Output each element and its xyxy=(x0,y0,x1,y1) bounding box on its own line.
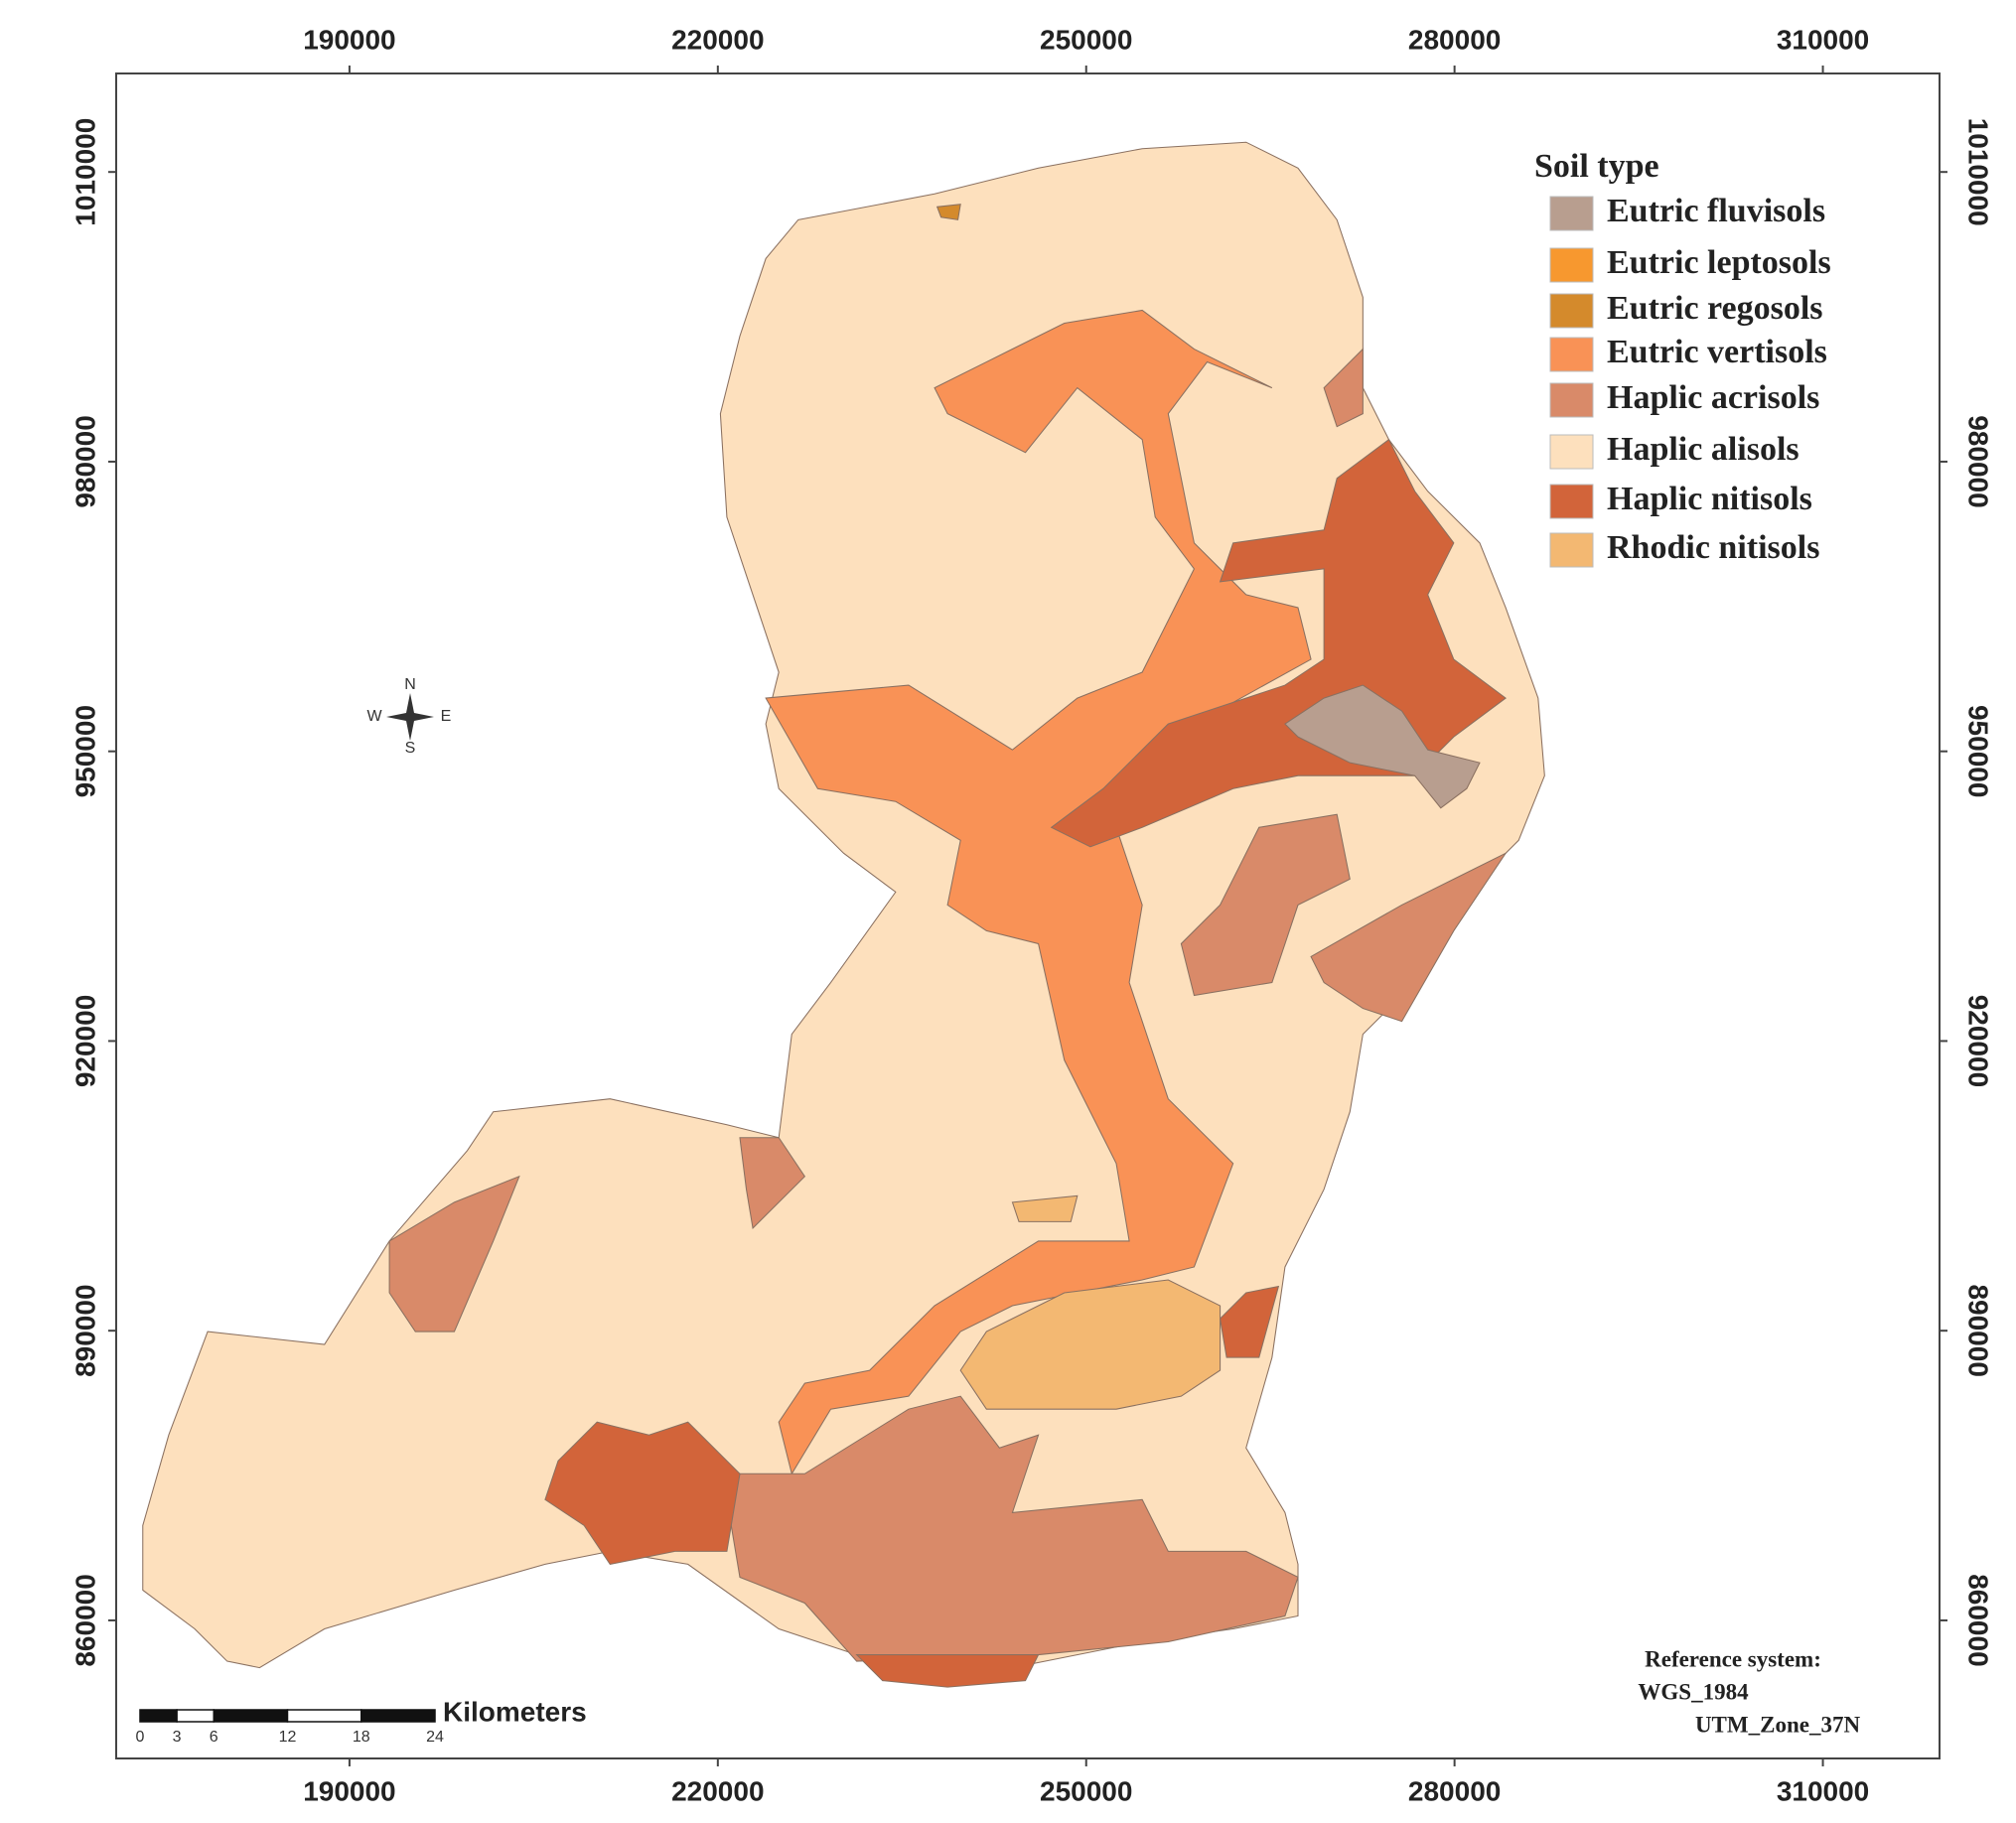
x-tick-label: 190000 xyxy=(303,24,395,55)
compass: N E S W xyxy=(366,676,451,757)
legend-label: Eutric leptosols xyxy=(1607,244,1831,281)
legend-label: Rhodic nitisols xyxy=(1607,529,1819,566)
compass-e: E xyxy=(441,708,452,725)
legend-label: Haplic nitisols xyxy=(1607,481,1812,517)
legend-label: Eutric regosols xyxy=(1607,290,1823,327)
legend-swatch xyxy=(1549,196,1594,231)
legend-label: Eutric vertisols xyxy=(1607,334,1827,370)
scale-segment xyxy=(360,1709,436,1723)
scale-tick-label: 6 xyxy=(210,1729,218,1746)
reference-zone: UTM_Zone_37N xyxy=(1695,1712,1861,1737)
x-tick-label: 280000 xyxy=(1408,1775,1501,1806)
y-tick-label: 950000 xyxy=(70,705,100,797)
soil-area xyxy=(1011,1194,1079,1222)
soil-area xyxy=(855,1654,1040,1688)
x-tick-label: 220000 xyxy=(671,1775,764,1806)
y-tick-label: 950000 xyxy=(1963,705,1994,797)
legend-swatch xyxy=(1549,247,1594,283)
scale-tick-label: 24 xyxy=(426,1729,444,1746)
legend-label: Haplic alisols xyxy=(1607,431,1800,468)
scale-segment xyxy=(286,1709,362,1723)
y-tick-label: 920000 xyxy=(1963,995,1994,1087)
scale-tick-label: 3 xyxy=(173,1729,182,1746)
y-tick-label: 860000 xyxy=(1963,1574,1994,1666)
legend-swatch xyxy=(1549,434,1594,470)
y-tick-label: 890000 xyxy=(1963,1284,1994,1376)
soil-area xyxy=(544,1421,741,1565)
compass-n: N xyxy=(404,676,416,693)
y-tick-label: 860000 xyxy=(70,1574,100,1666)
x-tick-label: 190000 xyxy=(303,1775,395,1806)
legend-swatch xyxy=(1549,382,1594,418)
x-tick-label: 310000 xyxy=(1777,1775,1869,1806)
legend-swatch xyxy=(1549,484,1594,519)
scale-unit: Kilometers xyxy=(443,1696,587,1727)
y-tick-label: 890000 xyxy=(70,1284,100,1376)
legend-title: Soil type xyxy=(1534,148,1659,185)
x-tick-label: 220000 xyxy=(671,24,764,55)
legend-swatch xyxy=(1549,293,1594,329)
y-tick-label: 980000 xyxy=(70,415,100,507)
compass-s: S xyxy=(405,740,416,757)
reference-label: Reference system: xyxy=(1645,1646,1821,1671)
legend-label: Haplic acrisols xyxy=(1607,379,1819,416)
soil-area xyxy=(1323,348,1364,428)
x-tick-label: 310000 xyxy=(1777,24,1869,55)
scale-segment xyxy=(139,1709,178,1723)
scale-tick-label: 18 xyxy=(353,1729,370,1746)
y-tick-label: 980000 xyxy=(1963,415,1994,507)
x-tick-label: 250000 xyxy=(1040,24,1132,55)
scale-segment xyxy=(213,1709,289,1723)
soil-area xyxy=(726,1395,1299,1662)
y-tick-label: 1010000 xyxy=(1963,118,1994,226)
legend-label: Eutric fluvisols xyxy=(1607,193,1825,229)
reference-datum: WGS_1984 xyxy=(1638,1679,1749,1704)
legend-swatch xyxy=(1549,532,1594,568)
soil-area xyxy=(1310,851,1508,1023)
soil-area xyxy=(739,1137,806,1229)
y-tick-label: 920000 xyxy=(70,995,100,1087)
soil-area xyxy=(1284,684,1481,809)
soil-area xyxy=(388,1175,520,1332)
scale-segment xyxy=(176,1709,215,1723)
x-tick-label: 250000 xyxy=(1040,1775,1132,1806)
compass-w: W xyxy=(366,708,382,725)
soil-area xyxy=(1220,1285,1280,1358)
scale-tick-label: 12 xyxy=(279,1729,297,1746)
legend-swatch xyxy=(1549,337,1594,372)
scale-tick-label: 0 xyxy=(136,1729,145,1746)
soil-area xyxy=(1180,813,1351,997)
x-tick-label: 280000 xyxy=(1408,24,1501,55)
soil-area xyxy=(959,1279,1222,1410)
soil-polygons xyxy=(142,141,1545,1688)
y-tick-label: 1010000 xyxy=(70,118,100,226)
soil-area xyxy=(936,204,961,220)
